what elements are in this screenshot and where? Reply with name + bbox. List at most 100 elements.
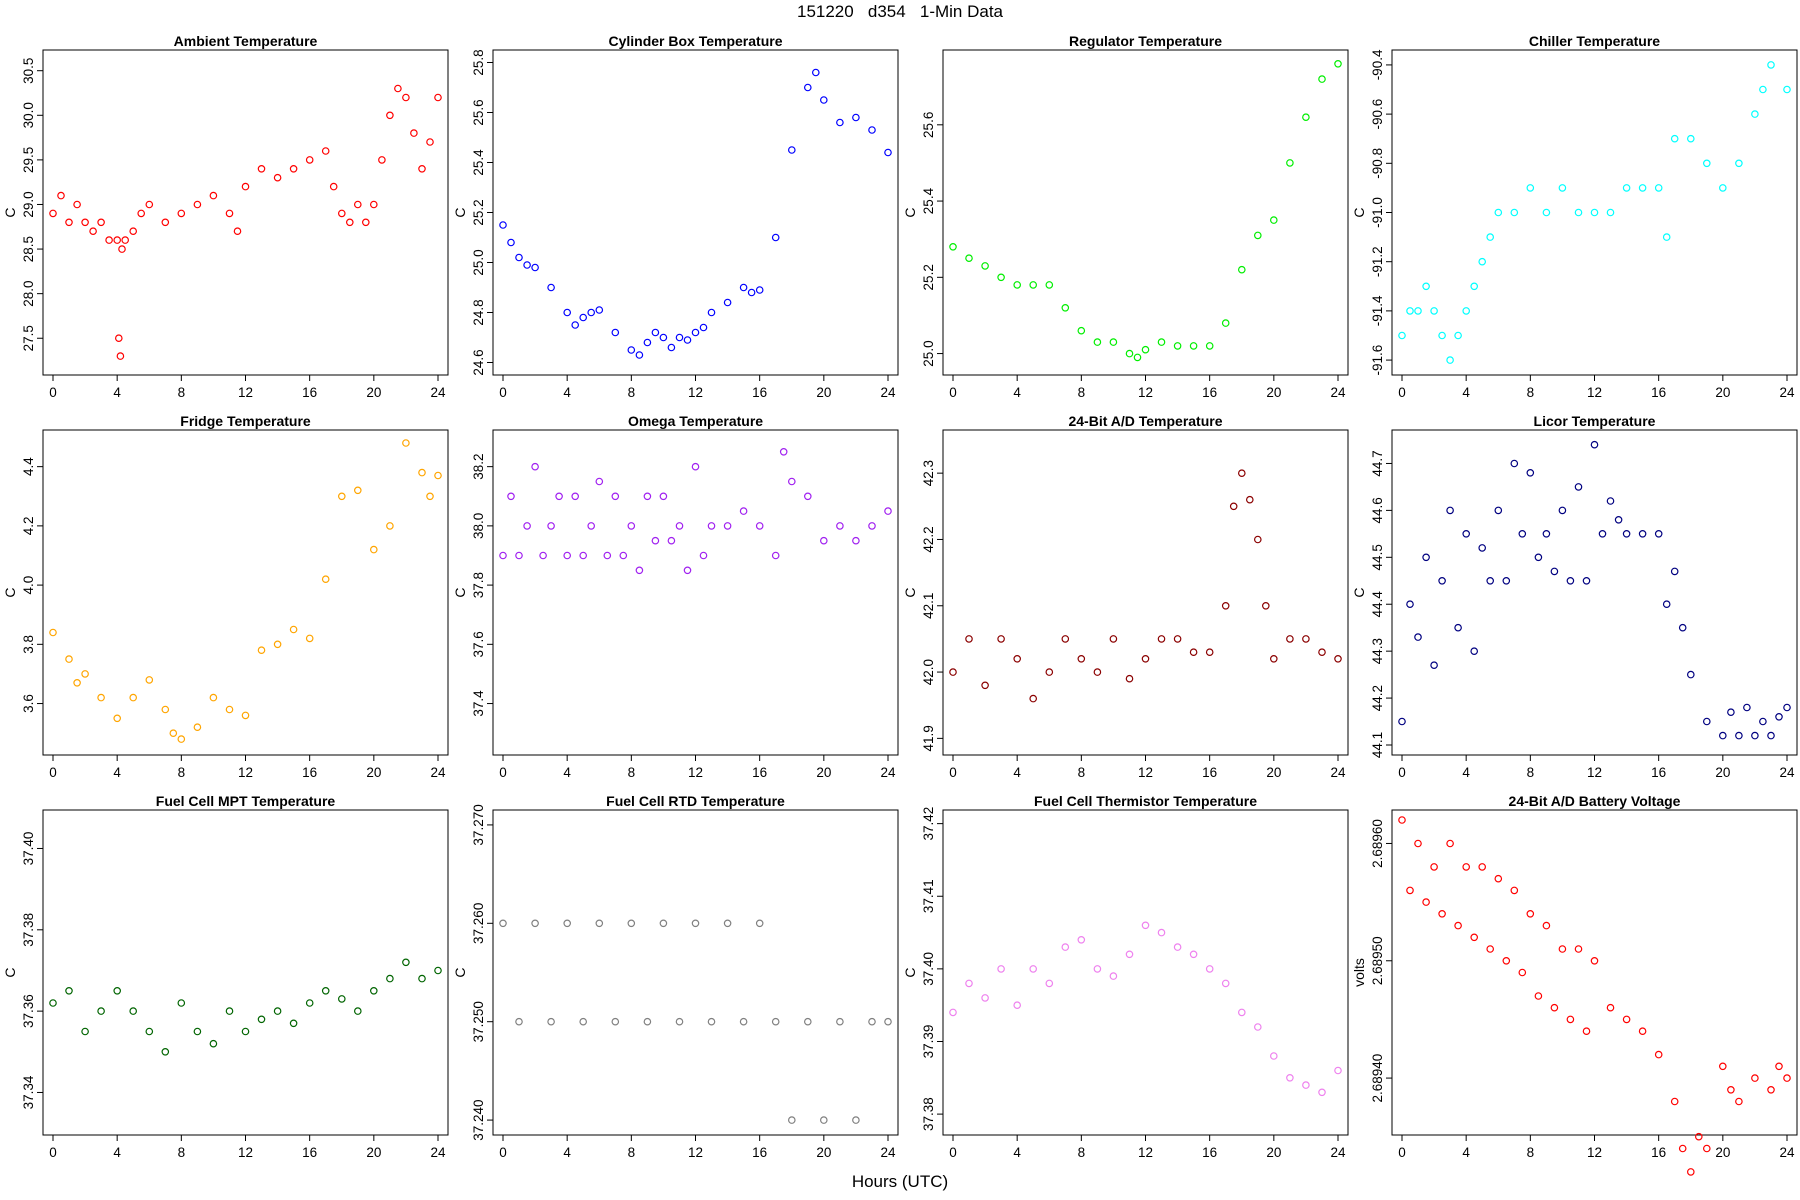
x-tick-label: 0 [499,1145,507,1160]
data-point [1727,708,1735,717]
data-point [273,1007,282,1015]
data-point [1558,184,1567,192]
plot-title: Fuel Cell MPT Temperature [156,793,336,809]
y-tick-label: 37.40 [921,952,936,986]
data-point [819,536,828,545]
data-point [73,200,81,209]
data-point [965,979,973,988]
data-point [1606,208,1615,217]
x-tick-label: 8 [1078,1145,1086,1160]
data-point [145,676,154,684]
x-tick-label: 4 [1462,385,1470,400]
y-tick-label: 37.240 [471,1099,486,1140]
x-tick-label: 20 [1715,1145,1730,1160]
data-point [1246,495,1254,504]
data-point [193,1027,202,1036]
data-point [1678,1144,1687,1153]
x-tick-label: 8 [1527,765,1535,780]
data-point [611,492,620,501]
data-point [1454,331,1462,340]
data-point [1662,233,1671,241]
y-tick-label: 28.0 [21,281,36,307]
data-point [667,343,676,352]
x-tick-label: 4 [113,765,121,780]
x-tick-label: 0 [1398,385,1406,400]
data-point [587,308,596,317]
plot-title: 24-Bit A/D Temperature [1068,413,1222,429]
x-tick-label: 0 [1398,1145,1406,1160]
data-point [563,919,572,928]
data-point [707,1017,716,1026]
data-point [1157,635,1166,643]
data-series [49,958,442,1056]
y-tick-label: 38.2 [471,454,486,480]
data-point [1422,553,1430,562]
data-point [819,1116,828,1124]
data-point [1558,945,1567,953]
data-point [1534,992,1543,1000]
x-tick-label: 12 [1138,1145,1153,1160]
data-point [787,477,796,486]
data-point [949,1008,957,1017]
x-axis-label: Hours (UTC) [851,1172,949,1191]
data-point [1109,972,1118,980]
data-point [1093,965,1102,973]
y-tick-label: 3.6 [21,694,36,713]
x-tick-label: 16 [1651,1145,1666,1160]
data-point [868,1017,876,1026]
data-point [1254,1023,1262,1031]
y-tick-label: 37.36 [21,994,36,1028]
panel-2: Regulator Temperature 0 4 8 12 16 20 24 25.0 25.2… [902,33,1349,400]
data-point [531,263,539,272]
x-tick-label: 12 [238,1145,253,1160]
data-point [739,1017,748,1026]
data-point [1414,839,1422,848]
data-point [113,986,122,995]
data-point [345,218,354,227]
data-point [547,283,555,292]
panel-8: Fuel Cell MPT Temperature 0 4 8 12 16 20 24 37.3… [2,793,449,1160]
x-tick-label: 16 [752,765,767,780]
y-tick-label: 38.0 [471,513,486,539]
plot-frame [942,429,1349,756]
data-point [1670,1097,1679,1106]
y-tick-label: -91.2 [1370,246,1385,277]
data-point [1262,601,1270,610]
data-point [402,93,410,102]
data-point [1590,440,1599,449]
y-tick-label: 30.5 [21,58,36,84]
y-tick-label: 29.0 [21,191,36,217]
y-tick-label: 30.0 [21,102,36,128]
data-point [73,678,81,687]
data-point [1157,338,1166,346]
data-point [1494,208,1503,217]
x-tick-label: 24 [430,1145,446,1160]
y-tick-label: 25.4 [471,149,486,176]
data-point [321,147,330,155]
data-point [659,333,668,342]
data-point [1767,1086,1775,1094]
data-point [1398,717,1406,726]
data-point [836,1017,844,1026]
x-tick-label: 24 [430,765,446,780]
data-point [369,200,378,209]
data-point [643,338,652,347]
data-point [779,447,788,456]
data-point [1510,886,1519,895]
data-point [1462,863,1471,871]
panel-4: Fridge Temperature 0 4 8 12 16 20 24 3.6 3.8 4.0 4.… [2,413,449,780]
data-point [1735,1097,1743,1106]
x-tick-label: 20 [1715,765,1730,780]
x-tick-label: 0 [1398,765,1406,780]
data-point [209,191,218,200]
data-point [627,346,636,354]
data-point [177,999,186,1007]
data-point [1510,459,1519,468]
data-point [1318,648,1326,657]
data-point [209,693,218,702]
data-point [241,1027,250,1036]
data-point [1590,956,1599,965]
data-point [1109,338,1118,346]
y-axis-label: C [2,587,18,597]
x-tick-label: 12 [1138,385,1153,400]
